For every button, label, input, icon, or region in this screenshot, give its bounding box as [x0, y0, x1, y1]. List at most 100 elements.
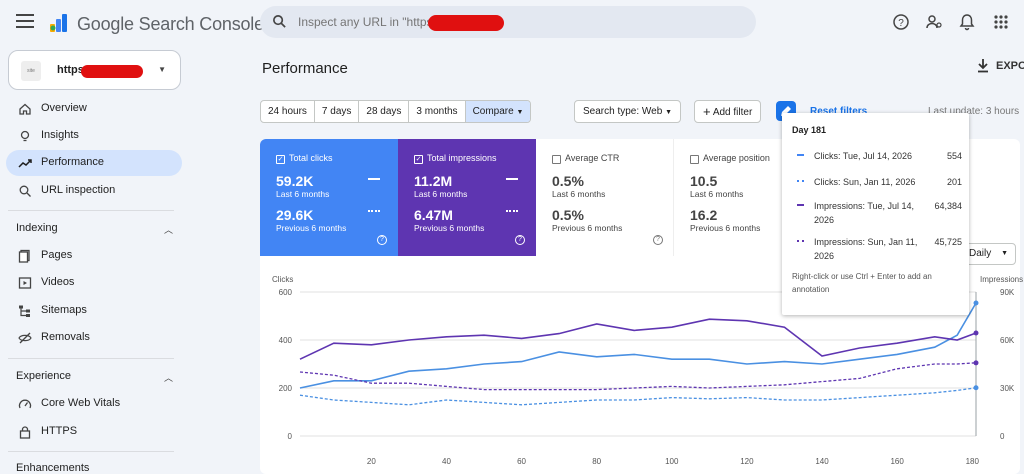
- series-point: [973, 360, 979, 366]
- y2-tick-label: 90K: [1000, 288, 1015, 297]
- notifications-bell-icon[interactable]: [958, 13, 976, 31]
- sidebar-item-removals[interactable]: Removals: [6, 325, 182, 351]
- metric-period-previous: Previous 6 months: [690, 223, 761, 233]
- home-icon: [19, 103, 31, 115]
- date-range-selector: 24 hours 7 days 28 days 3 months Compare…: [260, 100, 532, 123]
- range-7-days[interactable]: 7 days: [315, 101, 360, 122]
- dropdown-arrow-icon: ▼: [516, 109, 524, 116]
- metric-total-impressions[interactable]: ✓ Total impressions 11.2M Last 6 months …: [398, 139, 536, 256]
- removals-icon: [18, 332, 32, 344]
- section-enhancements[interactable]: Enhancements: [16, 462, 90, 474]
- help-icon[interactable]: ?: [377, 235, 387, 245]
- app-name: Google Search Console: [77, 14, 264, 34]
- sidebar-divider: [8, 210, 174, 211]
- sidebar-item-label: Performance: [41, 156, 104, 168]
- manage-users-icon[interactable]: [925, 13, 943, 31]
- page-title: Performance: [262, 60, 348, 77]
- sidebar-item-videos[interactable]: Videos: [6, 270, 182, 296]
- add-filter-button[interactable]: + Add filter: [694, 100, 762, 123]
- performance-chart[interactable]: Clicks Impressions 600 90K 400 60K 200 30K 0 0 20 4…: [260, 256, 1024, 474]
- sidebar-item-insights[interactable]: Insights: [6, 123, 182, 149]
- solid-line-legend-icon: [506, 178, 518, 180]
- granularity-dropdown[interactable]: Daily ▼: [960, 243, 1016, 265]
- sidebar-item-label: Overview: [41, 102, 87, 114]
- metric-average-ctr[interactable]: Average CTR 0.5% Last 6 months 0.5% Prev…: [536, 139, 674, 256]
- tooltip-label: Impressions: Sun, Jan 11, 2026: [814, 237, 918, 261]
- tooltip-value: 201: [946, 177, 962, 187]
- range-24-hours[interactable]: 24 hours: [261, 101, 315, 122]
- series-line: [299, 362, 977, 391]
- dropdown-arrow-icon: ▼: [1001, 250, 1008, 257]
- trending-up-icon: [18, 159, 32, 168]
- checkbox-checked-icon[interactable]: ✓: [414, 155, 423, 164]
- section-indexing[interactable]: Indexing: [16, 222, 58, 234]
- help-icon[interactable]: ?: [515, 235, 525, 245]
- metric-value-current: 0.5%: [552, 173, 584, 189]
- hamburger-menu-icon[interactable]: [16, 14, 34, 28]
- granularity-label: Daily: [969, 248, 992, 259]
- sidebar-item-label: Pages: [41, 249, 73, 261]
- metric-label: Total clicks: [289, 153, 333, 163]
- sidebar-item-url-inspection[interactable]: URL inspection: [6, 178, 182, 204]
- sidebar-item-overview[interactable]: Overview: [6, 96, 182, 122]
- sidebar-item-sitemaps[interactable]: Sitemaps: [6, 298, 182, 324]
- legend-swatch: [797, 240, 804, 242]
- reset-filters-link[interactable]: Reset filters: [810, 106, 868, 117]
- pages-icon: [18, 249, 30, 263]
- chevron-up-icon[interactable]: ︿: [164, 225, 174, 235]
- sidebar-item-label: Videos: [41, 276, 75, 288]
- property-selector[interactable]: site https ▼: [8, 50, 181, 90]
- series-line: [299, 318, 977, 360]
- url-inspect-input[interactable]: [298, 12, 738, 32]
- y-tick-label: 200: [279, 384, 293, 393]
- legend-swatch: [797, 204, 804, 206]
- export-button[interactable]: EXPO: [996, 60, 1024, 72]
- last-update-text: Last update: 3 hours: [928, 106, 1020, 117]
- x-tick-label: 80: [592, 457, 601, 466]
- tooltip-day: Day 181: [792, 125, 827, 135]
- search-type-filter[interactable]: Search type: Web ▼: [574, 100, 682, 123]
- sidebar-item-https[interactable]: HTTPS: [6, 419, 182, 445]
- checkbox-unchecked-icon[interactable]: [552, 155, 561, 164]
- metric-value-current: 11.2M: [414, 173, 453, 189]
- redaction-mark: [428, 15, 504, 31]
- checkbox-checked-icon[interactable]: ✓: [276, 155, 285, 164]
- metric-period-current: Last 6 months: [690, 189, 744, 199]
- x-tick-label: 160: [890, 457, 904, 466]
- sidebar-item-core-web-vitals[interactable]: Core Web Vitals: [6, 391, 182, 417]
- sitemap-icon: [19, 305, 30, 317]
- compare-range-button[interactable]: Compare ▼: [465, 101, 531, 122]
- url-inspect-search[interactable]: [260, 6, 756, 38]
- metric-total-clicks[interactable]: ✓ Total clicks 59.2K Last 6 months 29.6K…: [260, 139, 398, 256]
- plus-icon: +: [703, 104, 711, 119]
- series-line: [299, 387, 977, 406]
- legend-swatch: [797, 154, 804, 156]
- apps-grid-icon[interactable]: [992, 13, 1010, 31]
- metric-value-previous: 29.6K: [276, 207, 314, 223]
- chart-tooltip: Day 181 Clicks: Tue, Jul 14, 2026 554 Cl…: [782, 113, 969, 315]
- range-28-days[interactable]: 28 days: [359, 101, 410, 122]
- section-experience[interactable]: Experience: [16, 370, 72, 382]
- help-icon[interactable]: ?: [892, 13, 910, 31]
- metric-period-previous: Previous 6 months: [552, 223, 623, 233]
- search-console-logo: [50, 14, 67, 32]
- dropdown-arrow-icon: ▼: [665, 109, 673, 116]
- sidebar-item-performance[interactable]: Performance: [6, 150, 182, 176]
- help-icon[interactable]: ?: [653, 235, 663, 245]
- y-tick-label: 400: [279, 336, 293, 345]
- metric-average-position[interactable]: Average position 10.5 Last 6 months 16.2…: [674, 139, 812, 256]
- y-tick-label: 0: [288, 432, 293, 441]
- checkbox-unchecked-icon[interactable]: [690, 155, 699, 164]
- tooltip-label: Clicks: Sun, Jan 11, 2026: [814, 177, 916, 187]
- sidebar-item-pages[interactable]: Pages: [6, 243, 182, 269]
- download-icon[interactable]: [976, 58, 990, 74]
- metric-label: Average position: [703, 153, 770, 163]
- search-icon: [273, 15, 286, 28]
- legend-swatch: [797, 180, 804, 182]
- chevron-up-icon[interactable]: ︿: [164, 373, 174, 383]
- tooltip-value: 554: [946, 151, 962, 161]
- series-line: [299, 302, 977, 389]
- svg-text:?: ?: [898, 18, 904, 29]
- range-3-months[interactable]: 3 months: [409, 101, 466, 122]
- chevron-down-icon: ▼: [158, 65, 166, 74]
